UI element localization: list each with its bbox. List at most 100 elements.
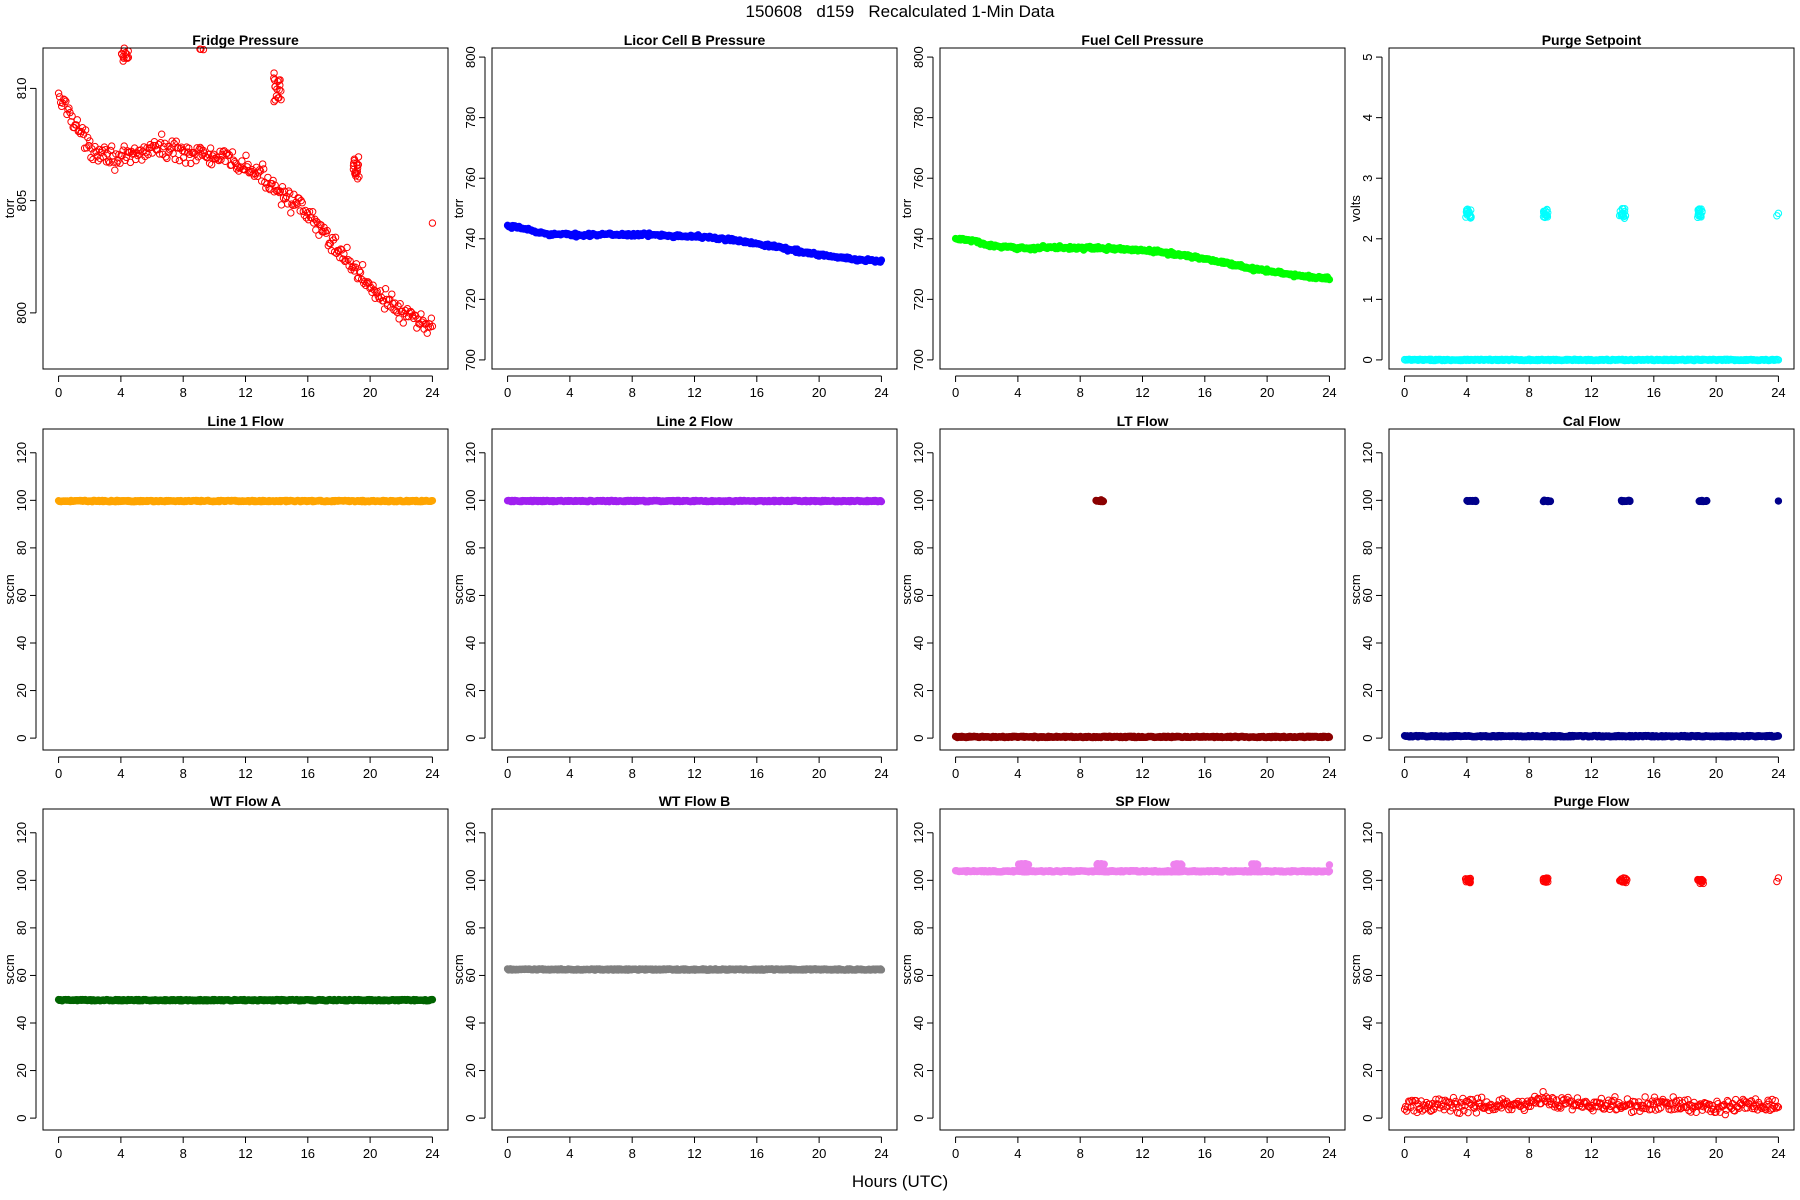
x-tick-label: 24: [874, 766, 888, 781]
y-tick-label: 100: [463, 869, 478, 891]
y-tick-label: 800: [911, 46, 926, 68]
data-point: [199, 45, 208, 54]
data-point: [351, 263, 360, 271]
x-tick-label: 24: [425, 1146, 439, 1161]
data-point: [120, 54, 128, 62]
x-tick-label: 8: [180, 385, 187, 400]
x-tick-label: 0: [1401, 766, 1408, 781]
x-axis: 0 4 8 12 16 20 24: [504, 756, 889, 781]
data-point: [244, 160, 252, 169]
data-point: [104, 157, 113, 165]
plot-frame: [1388, 47, 1795, 370]
y-tick-label: 60: [1360, 588, 1375, 602]
data-point: [230, 157, 239, 166]
y-tick-label: 810: [14, 78, 29, 100]
y-tick-label: 700: [463, 349, 478, 371]
y-tick-label: 4: [1360, 114, 1375, 121]
y-tick-label: 80: [14, 921, 29, 935]
y-tick-label: 700: [911, 349, 926, 371]
data-point: [354, 161, 363, 169]
y-tick-label: 740: [463, 228, 478, 250]
data-point: [388, 290, 396, 298]
data-point: [396, 299, 404, 308]
y-tick-label: 720: [911, 288, 926, 310]
x-tick-label: 20: [363, 766, 377, 781]
data-point: [270, 69, 278, 77]
data-points: [951, 496, 1334, 742]
x-tick-label: 12: [687, 1146, 701, 1161]
y-tick-label: 100: [1360, 489, 1375, 511]
y-tick-label: 720: [463, 288, 478, 310]
data-point: [354, 153, 363, 161]
x-tick-label: 8: [1526, 766, 1533, 781]
data-point: [308, 208, 317, 216]
data-point: [352, 170, 360, 178]
data-points: [54, 44, 437, 337]
y-tick-label: 80: [911, 541, 926, 555]
x-tick-label: 4: [566, 385, 573, 400]
data-point: [428, 322, 437, 330]
data-point: [877, 966, 886, 974]
data-points: [503, 221, 886, 266]
y-tick-label: 80: [14, 541, 29, 555]
x-tick-label: 4: [117, 385, 124, 400]
data-points: [503, 965, 886, 974]
x-tick-label: 8: [180, 766, 187, 781]
x-tick-label: 16: [1647, 766, 1661, 781]
x-axis: 0 4 8 12 16 20 24: [1401, 375, 1786, 400]
data-points: [1400, 204, 1783, 365]
y-tick-label: 800: [463, 46, 478, 68]
data-point: [60, 95, 68, 103]
data-point: [105, 159, 114, 167]
y-tick-label: 3: [1360, 175, 1375, 182]
panel-title: Fridge Pressure: [192, 32, 299, 48]
x-tick-label: 20: [1260, 766, 1274, 781]
x-axis: 0 4 8 12 16 20 24: [952, 756, 1337, 781]
data-point: [107, 142, 116, 150]
panel-title: WT Flow A: [210, 793, 281, 809]
x-tick-label: 12: [687, 385, 701, 400]
data-point: [82, 144, 91, 152]
data-point: [153, 145, 162, 154]
data-point: [258, 160, 267, 168]
y-tick-label: 120: [14, 822, 29, 844]
x-tick-label: 4: [117, 1146, 124, 1161]
x-tick-label: 12: [238, 385, 252, 400]
data-point: [123, 147, 132, 155]
data-point: [355, 267, 364, 275]
plot-frame: [1388, 428, 1795, 751]
x-tick-label: 20: [812, 766, 826, 781]
x-tick-label: 4: [1463, 385, 1470, 400]
x-tick-label: 8: [1526, 385, 1533, 400]
data-points: [503, 496, 886, 506]
data-point: [358, 260, 367, 269]
x-tick-label: 4: [566, 1146, 573, 1161]
y-tick-label: 0: [911, 734, 926, 741]
data-point: [365, 279, 373, 287]
data-point: [54, 89, 63, 97]
y-axis-label: torr: [2, 198, 17, 218]
y-tick-label: 60: [463, 588, 478, 602]
y-tick-label: 20: [14, 683, 29, 697]
x-tick-label: 24: [874, 1146, 888, 1161]
x-tick-label: 0: [504, 1146, 511, 1161]
data-point: [194, 153, 202, 161]
data-point: [238, 157, 246, 165]
figure-title: 150608 d159 Recalculated 1-Min Data: [745, 2, 1055, 21]
y-tick-label: 120: [1360, 442, 1375, 464]
data-point: [1095, 497, 1104, 505]
x-tick-label: 12: [1135, 766, 1149, 781]
data-point: [58, 102, 66, 111]
data-point: [111, 166, 119, 174]
data-point: [877, 256, 886, 264]
data-point: [62, 97, 70, 105]
y-tick-label: 40: [463, 636, 478, 650]
data-point: [206, 144, 215, 152]
data-point: [373, 287, 381, 296]
